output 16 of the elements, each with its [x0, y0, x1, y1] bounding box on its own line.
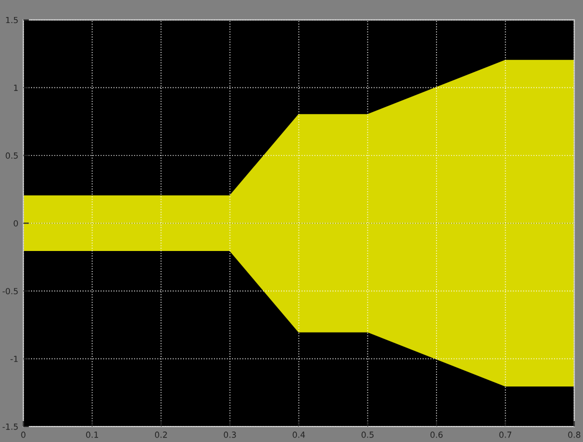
- x-tick-label: 0.5: [362, 432, 374, 438]
- x-tick-label: 0: [21, 432, 26, 438]
- x-tick-label: 0.1: [86, 432, 98, 438]
- y-tick-label: 0: [14, 220, 18, 226]
- y-tick-label: 1.5: [6, 16, 18, 24]
- x-tick-label: 0.2: [154, 432, 167, 438]
- y-tick-label: -1: [10, 356, 18, 362]
- x-tick-label: 0.8: [568, 432, 580, 438]
- x-tick-label: 0.4: [292, 432, 305, 438]
- x-tick-label: 0.7: [499, 432, 512, 438]
- x-tick-label: 0.3: [224, 432, 236, 438]
- y-tick-label: 0.5: [6, 152, 18, 159]
- y-tick-label: -1.5: [2, 424, 18, 430]
- y-tick-label: -0.5: [2, 288, 18, 294]
- y-tick-label: 1: [14, 84, 18, 91]
- x-tick-label: 0.6: [430, 432, 443, 438]
